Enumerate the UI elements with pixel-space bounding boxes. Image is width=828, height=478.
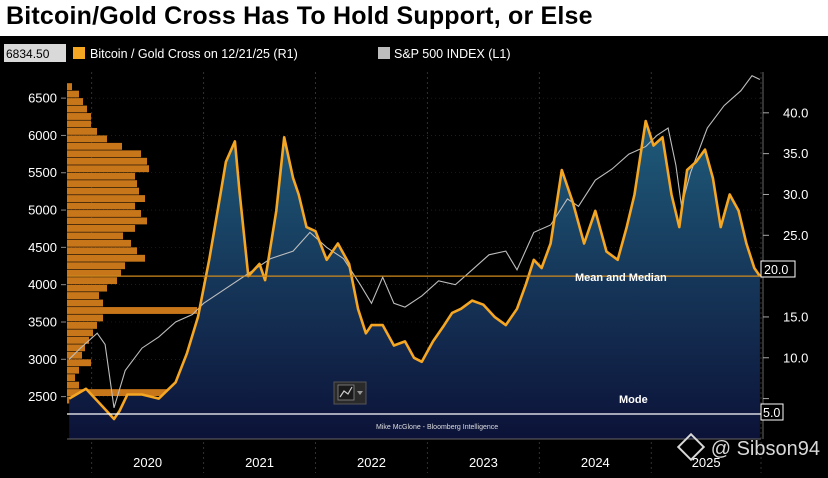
bitcoin-gold-line-layer xyxy=(68,119,761,421)
left-tick-label: 4000 xyxy=(28,277,57,292)
right-tick-label: 15.0 xyxy=(783,309,808,324)
histogram-bar xyxy=(67,366,79,374)
histogram-bar xyxy=(67,120,91,128)
histogram-bar xyxy=(67,239,131,247)
histogram-bar xyxy=(67,277,117,285)
legend-label-bitcoin-gold: Bitcoin / Gold Cross on 12/21/25 (R1) xyxy=(90,47,298,61)
histogram-bar xyxy=(67,195,145,202)
histogram-bar xyxy=(67,135,107,143)
line-chart-icon xyxy=(339,386,353,398)
histogram-bar xyxy=(67,127,97,135)
histogram-bar xyxy=(67,180,137,188)
histogram-bar xyxy=(67,254,145,262)
histogram-bar xyxy=(67,269,121,277)
mean-value-box xyxy=(760,260,796,278)
mode-value-label: 5.0 xyxy=(763,406,780,420)
histogram-bar xyxy=(67,150,141,158)
histogram-bar xyxy=(67,381,79,389)
histogram-bar xyxy=(67,83,72,91)
right-tick-label: 30.0 xyxy=(783,187,808,202)
histogram-bar xyxy=(67,284,107,292)
left-tick-label: 5000 xyxy=(28,203,57,218)
legend: 6834.50 Bitcoin / Gold Cross on 12/21/25… xyxy=(2,41,538,67)
histogram-bar xyxy=(67,359,91,367)
mean-value-label: 20.0 xyxy=(764,263,788,277)
volume-profile-histogram xyxy=(67,83,272,404)
mode-value-box xyxy=(760,403,784,421)
last-value-box xyxy=(4,44,66,62)
chart-type-button[interactable] xyxy=(333,381,367,405)
x-tick-label: 2023 xyxy=(469,455,498,470)
histogram-bar xyxy=(67,172,135,180)
histogram-bar xyxy=(67,202,135,210)
histogram-bar xyxy=(67,247,137,255)
histogram-bar xyxy=(67,90,79,98)
bitcoin-gold-area xyxy=(69,121,760,439)
legend-label-sp500: S&P 500 INDEX (L1) xyxy=(394,47,511,61)
title-bar: Bitcoin/Gold Cross Has To Hold Support, … xyxy=(0,0,828,36)
x-tick-label: 2022 xyxy=(357,455,386,470)
watermark-handle: @ Sibson94 xyxy=(710,438,820,460)
mode-label: Mode xyxy=(619,394,648,406)
bitcoin-gold-area-fill xyxy=(69,121,760,439)
legend-swatch-bitcoin-gold xyxy=(73,47,85,59)
chart-svg: 2500 3000 3500 4000 4500 5000 5500 6000 6500 10.0… xyxy=(2,41,808,473)
chevron-down-icon xyxy=(357,391,363,395)
last-value-label: 6834.50 xyxy=(6,47,50,61)
left-tick-label: 3000 xyxy=(28,352,57,367)
histogram-bar xyxy=(67,292,99,300)
histogram-bar xyxy=(67,321,97,329)
histogram-bar xyxy=(67,113,91,120)
histogram-bar xyxy=(67,105,87,113)
histogram-bar xyxy=(67,374,75,382)
right-tick-label: 25.0 xyxy=(783,228,808,243)
x-tick-label: 2021 xyxy=(245,455,274,470)
left-tick-label: 4500 xyxy=(28,240,57,255)
left-tick-label: 5500 xyxy=(28,165,57,180)
histogram-bar xyxy=(67,142,122,150)
mean-median-label: Mean and Median xyxy=(575,272,667,284)
histogram-bar xyxy=(67,224,135,232)
chart-area: 2500 3000 3500 4000 4500 5000 5500 6000 6500 10.0… xyxy=(0,36,828,473)
bitcoin-gold-line xyxy=(68,119,761,421)
histogram-bar xyxy=(67,165,149,173)
right-tick-label: 10.0 xyxy=(783,350,808,365)
x-tick-label: 2025 xyxy=(692,455,721,470)
source-label: Mike McGlone - Bloomberg Intelligence xyxy=(376,424,498,431)
histogram-bar xyxy=(67,307,197,314)
sp500-line-layer xyxy=(68,75,761,408)
left-tick-label: 2500 xyxy=(28,389,57,404)
histogram-bar xyxy=(67,351,82,359)
histogram-bar xyxy=(67,187,139,195)
histogram-bar xyxy=(67,336,89,344)
legend-swatch-sp500 xyxy=(378,47,390,59)
sp500-line xyxy=(68,75,761,408)
reference-lines xyxy=(67,275,761,415)
histogram-bar xyxy=(67,262,125,270)
axes: 2500 3000 3500 4000 4500 5000 5500 6000 6500 10.0… xyxy=(28,72,808,470)
histogram-bar xyxy=(67,98,83,105)
right-tick-label: 35.0 xyxy=(783,146,808,161)
left-tick-label: 6000 xyxy=(28,128,57,143)
right-tick-label: 40.0 xyxy=(783,105,808,120)
histogram-bar xyxy=(67,157,147,165)
histogram-bar xyxy=(67,314,103,322)
histogram-bar xyxy=(67,299,103,307)
left-tick-label: 3500 xyxy=(28,314,57,329)
histogram-bar xyxy=(67,210,141,217)
histogram-bar xyxy=(67,344,85,352)
binance-logo-icon xyxy=(676,432,705,462)
histogram-bar xyxy=(67,329,93,337)
histogram-bar xyxy=(67,217,147,225)
watermark: @ Sibson94 xyxy=(676,432,820,462)
chart-title: Bitcoin/Gold Cross Has To Hold Support, … xyxy=(6,2,593,30)
x-tick-label: 2024 xyxy=(581,455,610,470)
histogram-bar xyxy=(67,232,123,240)
left-tick-label: 6500 xyxy=(28,91,57,106)
x-tick-label: 2020 xyxy=(133,455,162,470)
